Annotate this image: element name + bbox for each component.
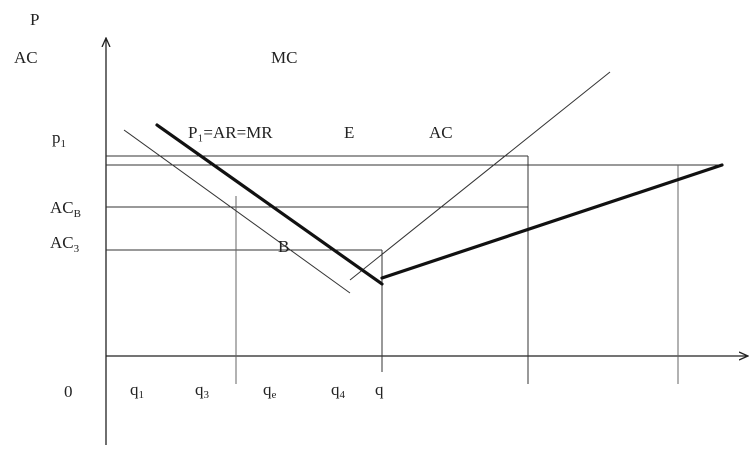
y-axis-label-ac: AC	[14, 48, 38, 67]
origin-label: 0	[64, 382, 73, 401]
point-e-label: E	[344, 123, 354, 142]
demand-label: P₁=AR=MR	[188, 123, 273, 142]
ac-curve-label: AC	[429, 123, 453, 142]
mc-label: MC	[271, 48, 297, 67]
thin-demand-line	[123, 129, 351, 294]
ac3-tick-label: AC3	[50, 233, 80, 255]
point-b-label: B	[278, 237, 289, 256]
q1-tick-label: q1	[130, 380, 144, 401]
ac-curve	[380, 163, 724, 280]
p1-ar-mr-curve	[155, 123, 384, 286]
acb-tick-label: ACB	[50, 198, 81, 220]
q4-tick-label: q4	[331, 380, 346, 401]
qe-tick-label: qe	[263, 380, 277, 401]
p1-tick-label: p1	[52, 128, 66, 150]
y-axis-label-p: P	[30, 10, 39, 29]
q-tick-label: q	[375, 380, 384, 399]
q3-tick-label: q3	[195, 380, 210, 401]
mc-curve	[349, 71, 611, 281]
